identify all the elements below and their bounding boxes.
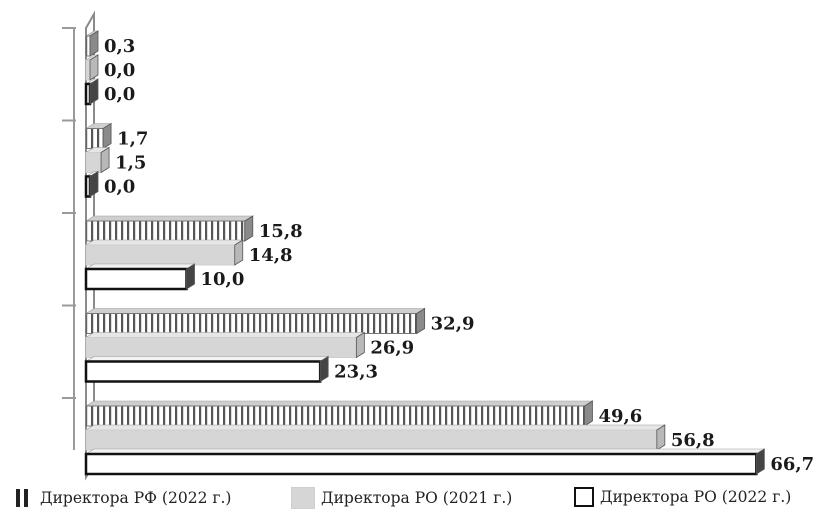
bar-value-label: 14,8 [249,245,293,266]
bar [84,267,188,291]
bar-value-label: 56,8 [671,430,715,451]
legend-label: Директора РФ (2022 г.) [40,489,232,507]
bar-value-label: 1,7 [117,129,148,150]
legend-item-rf-2022: Директора РФ (2022 г.) [10,487,231,509]
chart-bars: 0,3 0,0 0,0 1,7 1,5 0,0 15,8 14,810,0 32,9 26,9 23… [84,30,814,476]
bar-side-face [355,331,365,359]
bar-value-label: 0,0 [104,177,135,198]
bar-chart: 0,3 0,0 0,0 1,7 1,5 0,0 15,8 14,810,0 32,9 26,9 23… [62,10,814,481]
bar [84,360,322,383]
bar-side-face [100,146,110,174]
bar-value-label: 66,7 [770,454,814,475]
bar [85,152,102,173]
bar-value-label: 0,0 [104,60,135,81]
bar [84,452,758,476]
bar-side-face [319,355,329,383]
bar-value-label: 10,0 [201,269,245,290]
bar-value-label: 1,5 [115,153,146,174]
legend-label: Директора РО (2022 г.) [600,488,792,506]
legend-item-ro-2021: Директора РО (2021 г.) [291,487,512,509]
bar-value-label: 15,8 [259,221,303,242]
bar [85,35,91,57]
white-bar-icon [574,487,594,507]
bar [85,429,658,451]
bar [85,337,357,358]
bar [84,82,92,106]
bar-value-label: 0,3 [104,36,135,57]
bar-top-face [84,215,254,222]
bar-value-label: 0,0 [104,84,135,105]
bar-side-face [416,307,426,335]
gray-bar-icon [291,487,315,509]
bar-side-face [89,170,99,198]
striped-bar-icon [10,487,34,509]
bar [85,405,585,427]
bar-top-face [84,400,594,407]
bar-side-face [89,54,99,81]
bar [85,244,236,266]
bar-side-face [89,78,99,105]
bar [85,220,246,242]
bar-top-face [84,308,426,314]
chart-legend: Директора РФ (2022 г.) Директора РО (202… [0,485,828,516]
bar [84,175,92,198]
bar-value-label: 32,9 [431,314,475,335]
bar [85,128,104,149]
bar-side-face [234,239,244,266]
bar-top-face [84,424,666,431]
bar [85,313,418,334]
legend-item-ro-2022: Директора РО (2022 г.) [574,487,791,507]
bar-side-face [102,122,112,150]
bar-side-face [584,400,593,427]
bar-side-face [89,30,99,57]
bar-side-face [244,215,254,242]
bar-side-face [755,448,765,475]
bar-value-label: 26,9 [370,338,414,359]
legend-label: Директора РО (2021 г.) [321,489,513,507]
bar-top-face [84,332,366,338]
bar-side-face [656,424,666,451]
bar-side-face [186,263,195,290]
bar-top-face [84,239,244,246]
bar-value-label: 23,3 [334,362,378,383]
bar [85,59,91,81]
bar-value-label: 49,6 [598,406,642,427]
